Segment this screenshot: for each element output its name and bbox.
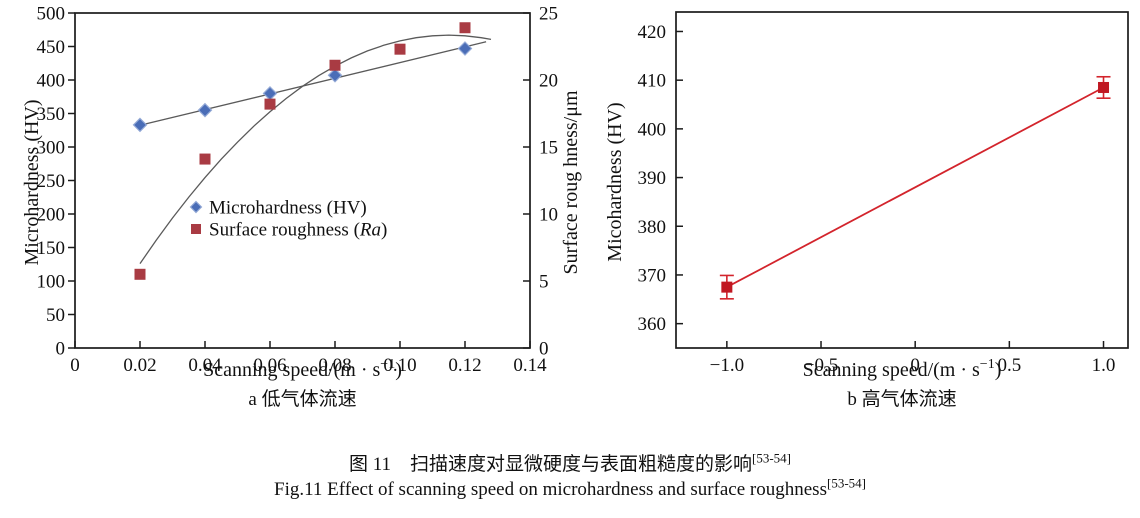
legend-label-pre: Surface roughness ( [209, 220, 360, 241]
figure-caption-zh-text: 图 11 扫描速度对显微硬度与表面粗糙度的影响 [348, 454, 753, 475]
data-point [721, 281, 733, 293]
data-point [457, 41, 473, 56]
x-tick-label: −0.5 [804, 355, 838, 376]
y-tick-label: 420 [638, 22, 667, 43]
x-axis-label-post: ) [995, 359, 1002, 381]
trend-line [139, 34, 492, 264]
y-tick-label: 250 [37, 171, 66, 192]
panel-sublabel: a 低气体流速 [248, 388, 356, 410]
y-tick-label: 450 [37, 37, 66, 58]
y-axis-label: Surface roug hness/μm [560, 90, 582, 274]
data-point [197, 102, 213, 118]
y-tick-label: 400 [37, 71, 66, 92]
y-tick-label: 360 [638, 314, 667, 335]
y-tick-label: 350 [37, 104, 66, 125]
x-tick-label: 0 [70, 355, 80, 376]
data-point [1098, 81, 1110, 93]
data-point [459, 22, 471, 34]
figure-caption-en-text: Fig.11 Effect of scanning speed on micro… [274, 479, 827, 500]
y-tick-label: 100 [37, 272, 66, 293]
y-axis-label: Micohardness (HV) [604, 102, 626, 261]
x-tick-label: 0.14 [513, 355, 547, 376]
panel-sublabel: b 高气体流速 [847, 388, 956, 410]
x-axis-label: Scanning speed/(m · s−1) [803, 357, 1002, 381]
x-axis-label-pre: Scanning speed/(m · s [803, 359, 980, 381]
y-tick-label: 390 [638, 168, 667, 189]
legend-marker [189, 200, 203, 214]
y-tick-label: 50 [46, 305, 65, 326]
y-tick-label: 5 [539, 272, 549, 293]
y-tick-label: 25 [539, 4, 558, 25]
y-tick-label: 150 [37, 238, 66, 259]
x-tick-label: 0.06 [253, 355, 286, 376]
y-tick-label: 370 [638, 265, 667, 286]
y-tick-label: 15 [539, 138, 558, 159]
x-axis-label-sup: −1 [980, 357, 995, 372]
trend-line [141, 41, 487, 126]
x-tick-label: 0.02 [123, 355, 156, 376]
y-tick-label: 10 [539, 205, 558, 226]
x-axis-label-post: ) [395, 359, 402, 381]
x-axis-label: Scanning speed/(m · s−1) [203, 357, 402, 381]
x-tick-label: 0 [910, 355, 920, 376]
figure-caption-en-ref: [53-54] [826, 475, 866, 491]
x-tick-label: 0.10 [383, 355, 416, 376]
plot-border [675, 11, 1129, 349]
charts-canvas: 0 0.02 0.04 0.06 0.08 0.10 0.12 0.1405010015020… [21, 4, 1129, 411]
figure-caption-zh: 图 11 扫描速度对显微硬度与表面粗糙度的影响[53-54] [0, 449, 1140, 476]
legend-marker [191, 224, 201, 234]
figure-caption-zh-ref: [53-54] [752, 450, 792, 466]
y-axis-label: Microhardness (HV) [21, 99, 43, 265]
y-tick-label: 500 [37, 4, 66, 25]
x-tick-label: 0.08 [318, 355, 351, 376]
y-tick-label: 200 [37, 205, 66, 226]
figure-caption-en: Fig.11 Effect of scanning speed on micro… [0, 475, 1140, 501]
data-point [329, 59, 341, 71]
data-point [394, 43, 406, 55]
data-point [132, 117, 148, 133]
data-point [327, 67, 343, 83]
data-point [262, 86, 278, 101]
legend: Microhardness (HV)Surface roughness (Ra) [189, 198, 387, 241]
data-point [199, 153, 211, 165]
y-tick-label: 300 [37, 138, 66, 159]
x-tick-label: 0.5 [997, 355, 1021, 376]
data-point [134, 268, 146, 280]
legend-label: Microhardness (HV) [209, 198, 367, 219]
chart-a: 0 0.02 0.04 0.06 0.08 0.10 0.12 0.1405010015020… [21, 4, 582, 411]
legend-label: Surface roughness (Ra) [209, 220, 387, 241]
y-tick-label: 0 [56, 339, 66, 360]
legend-label-pre: Microhardness (HV) [209, 198, 367, 219]
series-line [726, 86, 1104, 288]
data-point [264, 98, 276, 110]
y-tick-label: 0 [539, 339, 549, 360]
x-axis-label-pre: Scanning speed/(m · s [203, 359, 380, 381]
chart-b: −1.0 −0.5 0 0.5 1.0 360 370 380 390 400 410 420 Mico… [604, 11, 1129, 410]
y-tick-label: 380 [638, 217, 667, 238]
plot-border [74, 12, 531, 349]
x-tick-label: −1.0 [710, 355, 744, 376]
x-tick-label: 1.0 [1092, 355, 1116, 376]
legend-label-post: ) [381, 220, 387, 241]
x-axis-label-sup: −1 [380, 357, 395, 372]
y-tick-label: 410 [638, 71, 667, 92]
x-tick-label: 0.04 [188, 355, 222, 376]
y-tick-label: 400 [638, 119, 667, 140]
y-tick-label: 20 [539, 71, 558, 92]
x-tick-label: 0.12 [448, 355, 481, 376]
legend-label-italic: Ra [359, 220, 381, 241]
